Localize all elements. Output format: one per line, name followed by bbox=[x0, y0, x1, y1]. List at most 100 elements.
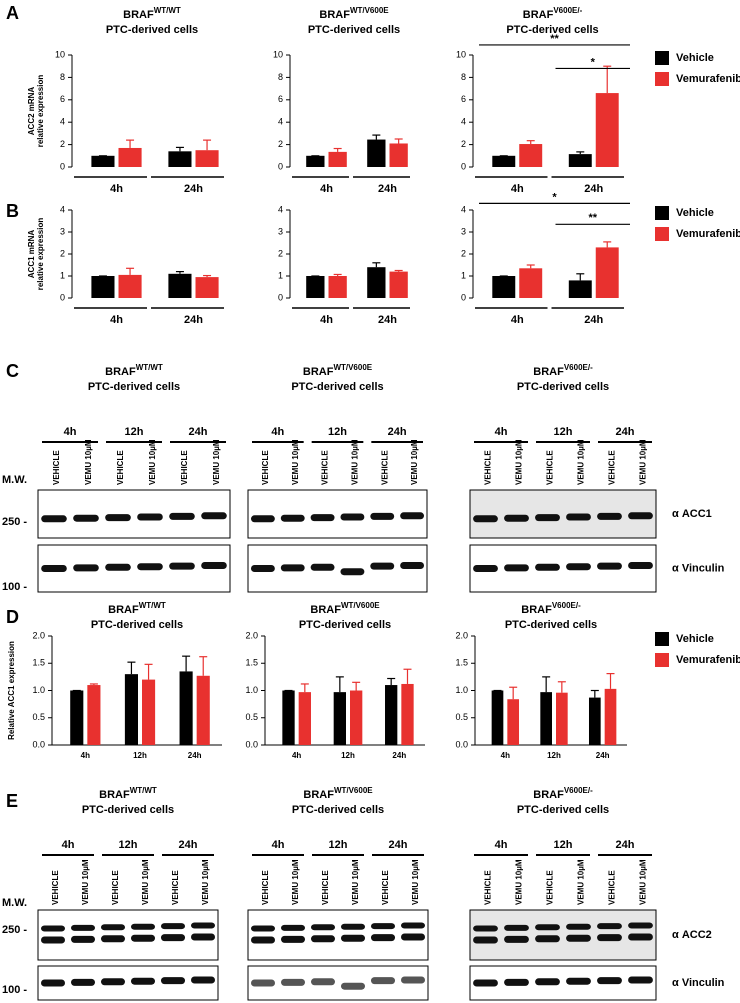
timepoint-label: 24h bbox=[389, 839, 408, 851]
title: BRAFV600E/- bbox=[523, 6, 583, 21]
title-superscript: WT/WT bbox=[139, 601, 166, 610]
lane-label: VEMU 10µM bbox=[515, 859, 524, 905]
bar bbox=[195, 150, 219, 167]
lane-label: VEMU 10µM bbox=[411, 859, 420, 905]
bar bbox=[401, 683, 414, 745]
blot-band bbox=[131, 923, 155, 930]
title-main: BRAF bbox=[303, 366, 334, 378]
blot-box bbox=[469, 544, 657, 593]
blot-band bbox=[597, 977, 622, 985]
legend-label: Vehicle bbox=[676, 633, 714, 645]
y-tick-label: 2 bbox=[278, 248, 283, 258]
blot-band bbox=[251, 925, 275, 932]
marker-label: 250 - bbox=[2, 516, 27, 528]
bar bbox=[556, 692, 568, 745]
legend-swatch bbox=[655, 51, 669, 65]
blot-band bbox=[628, 512, 653, 520]
blot-band bbox=[597, 934, 622, 942]
blot-band bbox=[535, 924, 560, 931]
bar bbox=[196, 675, 210, 745]
timepoint-label: 4h bbox=[271, 426, 284, 438]
y-tick-label: 2.0 bbox=[455, 630, 468, 640]
bar bbox=[350, 690, 363, 745]
bar bbox=[282, 690, 295, 745]
blot-band bbox=[201, 512, 227, 520]
title: BRAFV600E/- bbox=[533, 363, 593, 378]
marker-label: 100 - bbox=[2, 984, 27, 996]
blot-band bbox=[566, 513, 591, 521]
blot-band bbox=[310, 514, 335, 522]
blot-band bbox=[473, 515, 498, 523]
subtitle: PTC-derived cells bbox=[292, 804, 384, 816]
x-tick-label: 4h bbox=[292, 751, 301, 760]
bar bbox=[168, 273, 192, 298]
blot-band bbox=[41, 936, 65, 944]
title-superscript: V600E/- bbox=[553, 6, 582, 15]
title-superscript: WT/WT bbox=[130, 786, 157, 795]
blot-band bbox=[251, 936, 275, 944]
y-tick-label: 1.0 bbox=[455, 685, 468, 695]
blot-band bbox=[310, 563, 335, 571]
y-tick-label: 10 bbox=[273, 49, 283, 59]
title: BRAFWT/WT bbox=[123, 6, 181, 21]
timepoint-label: 24h bbox=[189, 426, 208, 438]
blot-band bbox=[566, 923, 591, 930]
blot-band bbox=[504, 978, 529, 986]
blot-band bbox=[137, 563, 163, 571]
blot-band bbox=[201, 562, 227, 569]
x-tick-label: 4h bbox=[320, 183, 333, 195]
blot-band bbox=[597, 512, 622, 520]
blot-band bbox=[504, 935, 529, 943]
bar bbox=[328, 151, 347, 167]
blot-band bbox=[281, 924, 305, 931]
title-superscript: V600E/- bbox=[564, 786, 593, 795]
mw-label: M.W. bbox=[2, 897, 27, 909]
lane-label: VEMU 10µM bbox=[291, 859, 300, 905]
legend-swatch bbox=[655, 206, 669, 220]
y-tick-label: 6 bbox=[278, 94, 283, 104]
x-tick-label: 24h bbox=[596, 751, 610, 760]
significance-label: * bbox=[552, 191, 557, 203]
y-tick-label: 4 bbox=[60, 204, 65, 214]
bar bbox=[519, 268, 543, 298]
blot-box bbox=[37, 965, 219, 1001]
y-tick-label: 2.0 bbox=[32, 630, 45, 640]
y-tick-label: 10 bbox=[55, 49, 65, 59]
bar bbox=[168, 151, 192, 167]
legend-swatch bbox=[655, 632, 669, 646]
significance-label: * bbox=[591, 56, 596, 68]
timepoint-label: 24h bbox=[616, 839, 635, 851]
blot-band bbox=[101, 924, 125, 931]
timepoint-label: 24h bbox=[616, 426, 635, 438]
y-tick-label: 0.5 bbox=[32, 712, 45, 722]
blot-band bbox=[41, 979, 65, 987]
bar bbox=[195, 277, 219, 298]
subtitle: PTC-derived cells bbox=[505, 619, 597, 631]
timepoint-label: 24h bbox=[388, 426, 407, 438]
blot-box bbox=[247, 489, 428, 539]
y-tick-label: 1 bbox=[278, 270, 283, 280]
timepoint-label: 12h bbox=[328, 426, 347, 438]
blot-band bbox=[370, 562, 395, 570]
bar bbox=[568, 154, 592, 167]
lane-label: VEMU 10µM bbox=[81, 859, 90, 905]
blot-box bbox=[247, 909, 429, 961]
bar bbox=[568, 280, 592, 298]
bar bbox=[306, 155, 325, 167]
blot-band bbox=[281, 935, 305, 943]
blot-band bbox=[169, 562, 195, 570]
bar bbox=[389, 143, 408, 167]
blot-band bbox=[535, 978, 560, 986]
antibody-label: α Vinculin bbox=[672, 977, 725, 989]
blot-band bbox=[400, 512, 425, 520]
blot-band bbox=[71, 924, 95, 931]
y-tick-label: 6 bbox=[60, 94, 65, 104]
title-superscript: V600E/- bbox=[564, 363, 593, 372]
blot-band bbox=[191, 976, 215, 984]
blot-band bbox=[566, 977, 591, 985]
y-tick-label: 2.0 bbox=[245, 630, 258, 640]
title-superscript: V600E/- bbox=[552, 601, 581, 610]
lane-label: VEHICLE bbox=[321, 870, 330, 905]
timepoint-label: 4h bbox=[495, 426, 508, 438]
x-tick-label: 24h bbox=[188, 751, 202, 760]
